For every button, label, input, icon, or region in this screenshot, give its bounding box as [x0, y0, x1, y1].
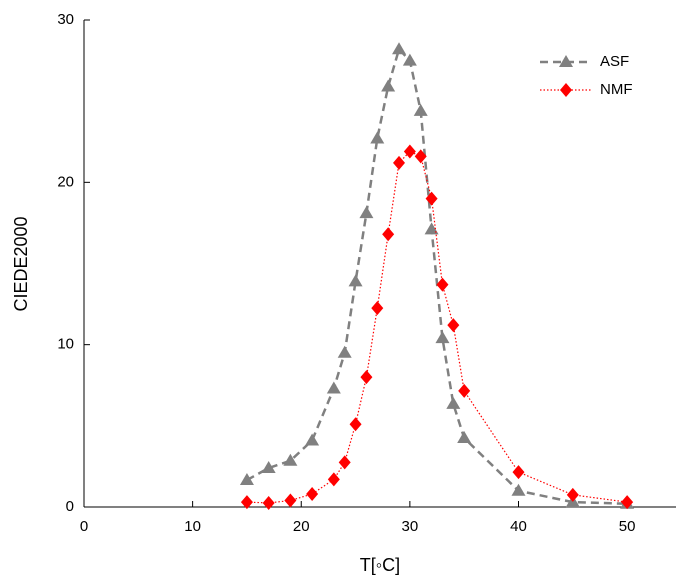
- series-line: [246, 46, 628, 506]
- marker-diamond: [458, 383, 471, 398]
- marker-diamond: [306, 487, 319, 502]
- marker-triangle: [305, 433, 320, 446]
- x-tick-label: 20: [293, 518, 310, 535]
- marker-triangle: [392, 42, 407, 55]
- marker-diamond: [371, 301, 384, 316]
- marker-triangle: [261, 461, 276, 474]
- x-tick-label: 50: [619, 518, 636, 535]
- marker-diamond: [566, 487, 579, 502]
- marker-triangle: [511, 483, 526, 496]
- marker-diamond: [447, 318, 460, 333]
- marker-triangle: [435, 331, 450, 344]
- marker-diamond: [560, 83, 572, 97]
- marker-triangle: [559, 55, 573, 67]
- marker-diamond: [240, 495, 253, 510]
- marker-triangle: [359, 206, 374, 219]
- marker-diamond: [436, 277, 449, 292]
- marker-triangle: [239, 473, 254, 486]
- y-axis-title: CIEDE2000: [11, 216, 31, 311]
- marker-diamond: [360, 370, 373, 385]
- x-tick-label: 10: [184, 518, 201, 535]
- marker-diamond: [349, 417, 362, 432]
- marker-diamond: [621, 495, 634, 510]
- marker-diamond: [403, 144, 416, 159]
- marker-diamond: [338, 455, 351, 470]
- marker-diamond: [512, 465, 525, 480]
- marker-triangle: [326, 381, 341, 394]
- y-tick-label: 20: [57, 173, 74, 190]
- marker-diamond: [425, 191, 438, 206]
- y-tick-label: 0: [66, 498, 74, 515]
- series-line: [246, 150, 628, 504]
- marker-diamond: [382, 227, 395, 242]
- marker-triangle: [381, 79, 396, 92]
- y-tick-label: 30: [57, 11, 74, 28]
- legend-label: ASF: [600, 53, 629, 70]
- y-tick-label: 10: [57, 336, 74, 353]
- marker-triangle: [370, 131, 385, 144]
- x-tick-label: 30: [402, 518, 419, 535]
- marker-diamond: [262, 495, 275, 510]
- marker-triangle: [457, 431, 472, 444]
- marker-triangle: [424, 222, 439, 235]
- marker-triangle: [402, 53, 417, 66]
- marker-diamond: [393, 155, 406, 170]
- x-tick-label: 40: [510, 518, 527, 535]
- marker-diamond: [327, 472, 340, 487]
- marker-triangle: [413, 103, 428, 116]
- marker-triangle: [337, 345, 352, 358]
- legend-label: NMF: [600, 81, 633, 98]
- marker-triangle: [446, 396, 461, 409]
- x-tick-label: 0: [80, 518, 88, 535]
- marker-triangle: [348, 274, 363, 287]
- x-axis-title: T[◦C]: [360, 555, 400, 575]
- marker-triangle: [283, 453, 298, 466]
- marker-diamond: [414, 149, 427, 164]
- marker-diamond: [284, 493, 297, 508]
